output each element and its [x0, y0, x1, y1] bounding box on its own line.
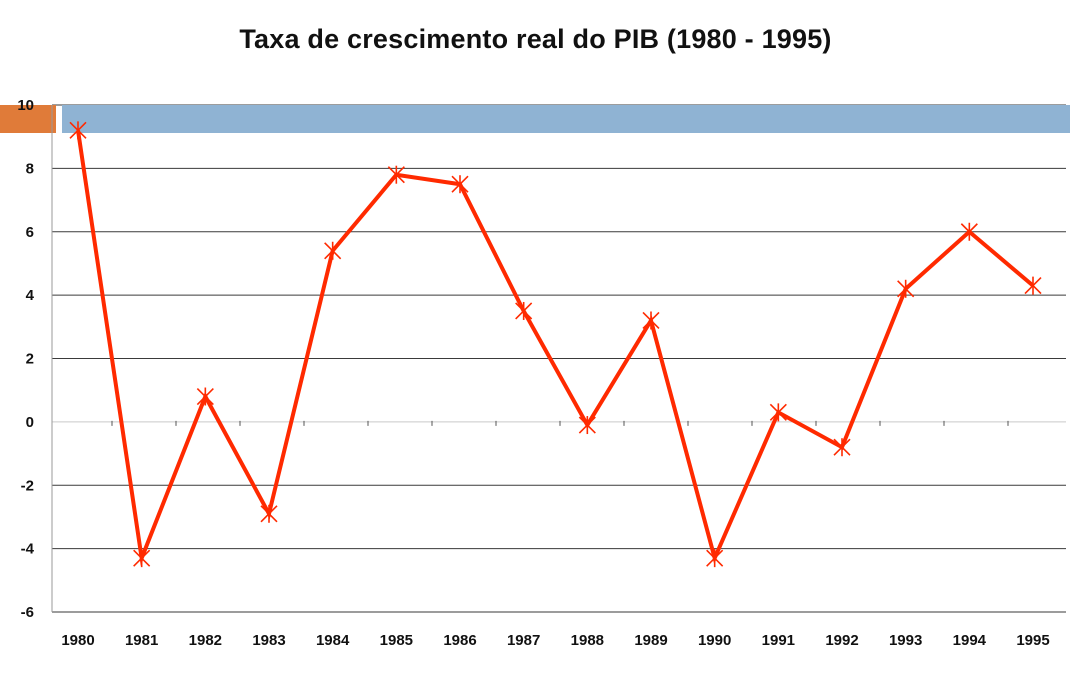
- top-band: [0, 105, 1070, 133]
- x-tick-label: 1986: [443, 632, 476, 649]
- x-tick-label: 1994: [953, 632, 987, 649]
- y-tick-label: 4: [26, 287, 35, 304]
- x-tick-label: 1983: [252, 632, 285, 649]
- y-tick-label: -2: [21, 477, 34, 494]
- data-point: [578, 416, 596, 435]
- data-point: [706, 549, 724, 568]
- data-point: [769, 403, 787, 422]
- data-point: [196, 387, 214, 406]
- series-line: [76, 130, 1035, 566]
- x-tick-label: 1990: [698, 632, 731, 649]
- y-tick-labels: 10 8 6 4 2 0 -2 -4 -6: [17, 97, 34, 621]
- data-point: [515, 301, 533, 320]
- band-accent: [0, 105, 56, 133]
- y-tick-label: 8: [26, 160, 34, 177]
- data-point: [133, 549, 151, 568]
- data-point: [960, 222, 978, 241]
- x-tick-label: 1989: [634, 632, 667, 649]
- data-series: [76, 130, 1035, 566]
- x-tick-label: 1995: [1016, 632, 1049, 649]
- y-tick-label: 0: [26, 414, 34, 431]
- x-tick-label: 1985: [380, 632, 413, 649]
- data-point: [897, 279, 915, 298]
- data-markers: [69, 121, 1042, 568]
- x-tick-label: 1987: [507, 632, 540, 649]
- x-tick-label: 1981: [125, 632, 158, 649]
- x-tick-label: 1980: [61, 632, 94, 649]
- data-point: [642, 311, 660, 330]
- x-tick-label: 1991: [762, 632, 795, 649]
- x-tick-labels: 1980 1981 1982 1983 1984 1985 1986 1987 1988 1989…: [61, 632, 1049, 649]
- y-tick-label: 6: [26, 224, 34, 241]
- y-tick-label: -4: [21, 541, 35, 558]
- y-tick-label: -6: [21, 604, 34, 621]
- data-point: [260, 504, 278, 523]
- x-tick-label: 1984: [316, 632, 350, 649]
- data-point: [69, 121, 87, 140]
- data-point: [833, 438, 851, 457]
- x-tick-label: 1988: [571, 632, 604, 649]
- grid-lines: [52, 104, 1066, 613]
- x-tick-label: 1992: [825, 632, 858, 649]
- chart-title: Taxa de crescimento real do PIB (1980 - …: [239, 24, 832, 54]
- data-point: [1024, 276, 1042, 295]
- y-tick-label: 10: [17, 97, 34, 114]
- data-point: [387, 165, 405, 184]
- axes: [51, 105, 1009, 612]
- x-tick-label: 1982: [189, 632, 222, 649]
- data-point: [324, 241, 342, 260]
- x-tick-label: 1993: [889, 632, 922, 649]
- y-tick-label: 2: [26, 351, 34, 368]
- band-bar: [62, 105, 1070, 133]
- data-point: [451, 175, 469, 194]
